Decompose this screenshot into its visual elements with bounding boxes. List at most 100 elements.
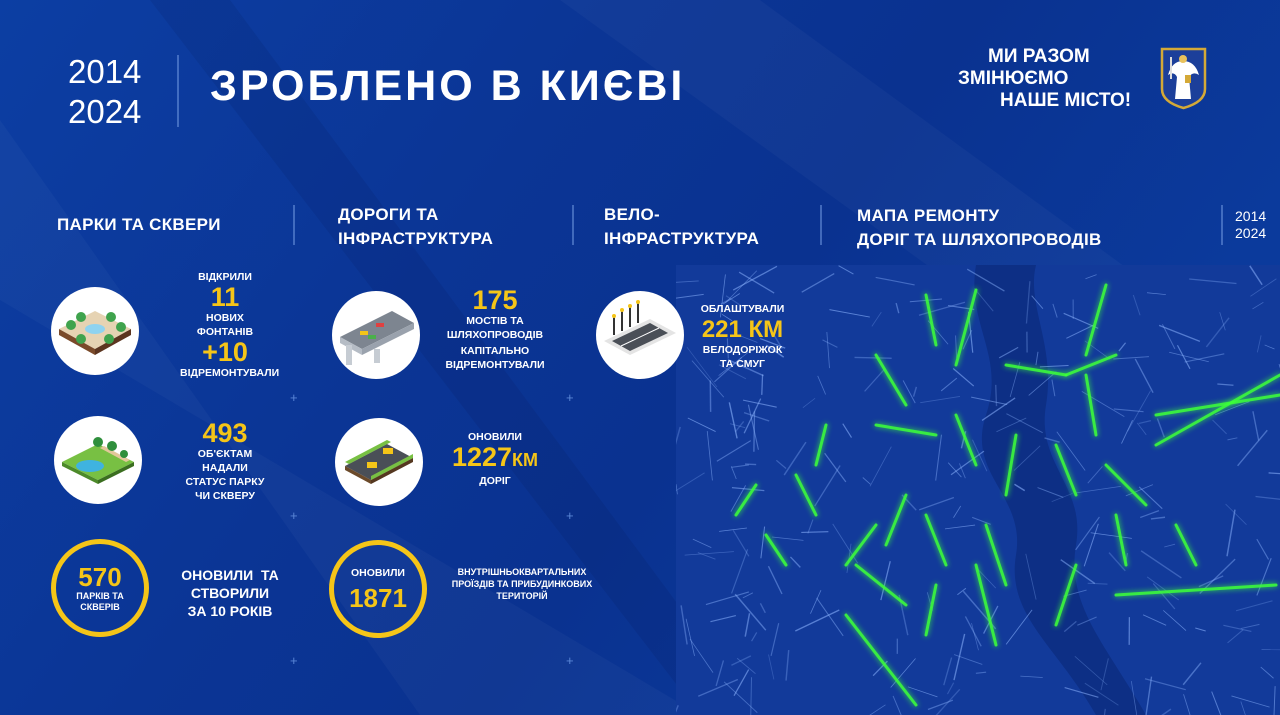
map-street: [920, 395, 961, 404]
stat-label: ВІДРЕМОНТУВАЛИ: [445, 359, 545, 371]
map-street: [1150, 516, 1166, 520]
map-street: [1025, 281, 1031, 324]
repaired-road-segment: [734, 483, 758, 517]
map-street: [734, 420, 745, 433]
map-street: [1075, 516, 1100, 551]
map-street: [1223, 624, 1252, 633]
plus-decoration: +: [566, 653, 574, 668]
map-street: [730, 485, 747, 512]
repaired-road-segment: [854, 563, 908, 607]
roads-stat: ОНОВИЛИ 1227КМ ДОРІГ: [440, 430, 550, 488]
title-line: МАПА РЕМОНТУ: [857, 206, 1000, 225]
map-street: [1090, 532, 1132, 539]
map-street: [718, 346, 757, 376]
stat-label: СТВОРИЛИ: [190, 585, 270, 601]
map-street: [940, 377, 958, 392]
map-street: [1182, 662, 1202, 686]
map-street: [854, 356, 892, 359]
map-street: [768, 654, 775, 680]
map-street: [1217, 383, 1234, 386]
map-street: [721, 313, 733, 322]
stat-label: ВНУТРІШНЬОКВАРТАЛЬНИХ: [457, 567, 587, 577]
map-street: [869, 446, 892, 487]
map-street: [875, 276, 915, 286]
map-street: [958, 463, 966, 479]
map-street: [731, 549, 749, 594]
stat-label: ОБЛАШТУВАЛИ: [700, 303, 785, 315]
map-street: [954, 335, 958, 358]
bike-lane-illustration: [596, 291, 684, 379]
map-street: [1134, 358, 1154, 394]
year-end: 2024: [1235, 225, 1267, 241]
map-street: [1051, 493, 1073, 502]
repaired-road-segment: [1084, 283, 1108, 357]
stat-label: ЧИ СКВЕРУ: [195, 490, 255, 502]
map-street: [1256, 557, 1272, 596]
repaired-road-segment: [1174, 523, 1198, 567]
map-street: [890, 658, 916, 688]
map-street: [981, 397, 1016, 421]
map-street: [725, 270, 758, 303]
map-street: [862, 477, 871, 485]
map-street: [1063, 620, 1077, 633]
map-street: [1205, 317, 1230, 348]
map-street: [947, 462, 962, 478]
map-street: [1121, 419, 1133, 444]
map-street: [730, 466, 737, 480]
map-street: [1252, 301, 1264, 310]
map-street: [935, 688, 961, 715]
map-street: [957, 587, 967, 596]
map-street: [846, 543, 852, 574]
stat-label: ТЕРИТОРІЙ: [496, 591, 548, 601]
title-line: ДОРОГИ ТА: [338, 205, 439, 224]
map-street: [1127, 390, 1152, 432]
year-start: 2014: [1235, 208, 1267, 224]
fountain-park-illustration: [51, 287, 139, 375]
map-street: [1163, 610, 1187, 631]
map-street: [1035, 351, 1039, 366]
parks-total-ring: 570 ПАРКІВ ТА СКВЕРІВ: [51, 539, 149, 637]
map-street: [1158, 324, 1201, 343]
map-street: [1189, 278, 1237, 285]
map-street: [801, 273, 835, 293]
map-street: [994, 384, 998, 407]
map-street: [1212, 419, 1227, 435]
map-street: [718, 364, 747, 380]
map-street: [676, 472, 705, 492]
map-street: [1113, 356, 1149, 360]
map-street: [1060, 559, 1096, 585]
plus-decoration: +: [566, 508, 574, 523]
map-street: [1113, 408, 1144, 413]
repaired-road-segment: [844, 523, 878, 567]
map-street: [816, 597, 844, 637]
map-street: [1146, 292, 1166, 295]
map-street: [676, 293, 704, 299]
map-street: [1225, 503, 1247, 525]
map-street: [742, 592, 754, 599]
plus-decoration: +: [290, 508, 298, 523]
map-street: [1252, 411, 1260, 441]
map-street: [1184, 353, 1225, 363]
repaired-road-segment: [954, 413, 978, 467]
map-street: [964, 616, 982, 647]
repaired-road-segment: [764, 533, 788, 567]
map-street: [1108, 552, 1126, 572]
repaired-road-segment: [874, 423, 938, 437]
plus-decoration: +: [290, 390, 298, 405]
map-background: [676, 265, 1280, 715]
map-street: [892, 695, 902, 715]
map-street: [1215, 401, 1250, 416]
map-street: [720, 298, 732, 305]
parks-total-label: ОНОВИЛИ ТА СТВОРИЛИ ЗА 10 РОКІВ: [170, 566, 290, 620]
map-street: [1152, 583, 1176, 610]
map-street: [725, 295, 745, 309]
yards-ring: ОНОВИЛИ 1871: [329, 540, 427, 638]
stat-label: ДОРІГ: [479, 475, 511, 487]
map-street: [783, 441, 807, 476]
map-street: [838, 265, 854, 275]
map-street: [1250, 278, 1277, 297]
map-street: [1183, 694, 1191, 715]
map-street: [706, 431, 713, 481]
map-street: [1076, 486, 1121, 494]
map-svg: [676, 265, 1280, 715]
